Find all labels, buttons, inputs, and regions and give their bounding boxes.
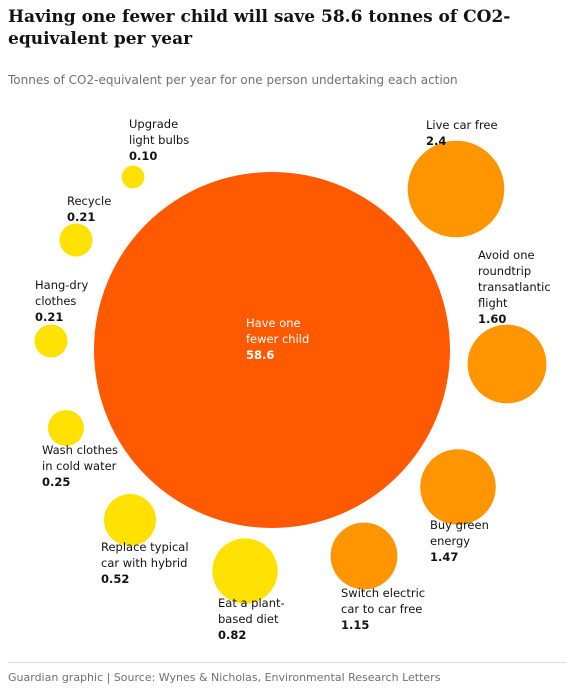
- bubble-switch-electric-car-to-car-free: [330, 522, 398, 590]
- bubble-eat-a-plant-based-diet: [212, 538, 278, 604]
- source-note: Guardian graphic | Source: Wynes & Nicho…: [8, 671, 441, 684]
- chart-title: Having one fewer child will save 58.6 to…: [8, 7, 511, 49]
- bubble-label-switch-electric-car-to-car-free: car to car free: [341, 602, 422, 616]
- bubble-label-have-one-fewer-child: Have one: [246, 316, 301, 330]
- footer-divider: [8, 662, 566, 663]
- bubble-have-one-fewer-child: [94, 172, 450, 528]
- bubble-label-buy-green-energy: Buy green: [430, 518, 489, 532]
- bubble-hang-dry-clothes: [34, 324, 68, 358]
- bubble-value-recycle: 0.21: [67, 210, 95, 224]
- bubble-value-switch-electric-car-to-car-free: 1.15: [341, 618, 369, 632]
- bubble-label-wash-clothes-in-cold-water: in cold water: [42, 459, 117, 473]
- bubble-value-avoid-one-roundtrip-transatlantic-flight: 1.60: [478, 312, 506, 326]
- bubble-value-buy-green-energy: 1.47: [430, 550, 458, 564]
- bubble-label-upgrade-light-bulbs: Upgrade: [129, 117, 178, 131]
- bubble-label-avoid-one-roundtrip-transatlantic-flight: roundtrip: [478, 264, 531, 278]
- bubble-buy-green-energy: [420, 449, 496, 525]
- bubble-upgrade-light-bulbs: [121, 165, 145, 189]
- bubble-value-live-car-free: 2.4: [426, 134, 446, 148]
- bubble-live-car-free: [407, 140, 505, 238]
- bubble-wash-clothes-in-cold-water: [47, 409, 85, 447]
- bubble-label-avoid-one-roundtrip-transatlantic-flight: flight: [478, 296, 508, 310]
- bubble-label-upgrade-light-bulbs: light bulbs: [129, 133, 189, 147]
- bubble-replace-typical-car-with-hybrid: [104, 494, 156, 546]
- bubble-value-upgrade-light-bulbs: 0.10: [129, 149, 157, 163]
- bubble-label-avoid-one-roundtrip-transatlantic-flight: Avoid one: [478, 248, 535, 262]
- bubble-label-hang-dry-clothes: Hang-dry: [35, 278, 88, 292]
- bubble-label-wash-clothes-in-cold-water: Wash clothes: [42, 443, 118, 457]
- bubble-value-have-one-fewer-child: 58.6: [246, 348, 274, 362]
- bubble-label-live-car-free: Live car free: [426, 118, 498, 132]
- bubble-value-eat-a-plant-based-diet: 0.82: [218, 628, 246, 642]
- bubble-label-avoid-one-roundtrip-transatlantic-flight: transatlantic: [478, 280, 551, 294]
- bubble-value-wash-clothes-in-cold-water: 0.25: [42, 475, 70, 489]
- bubble-label-buy-green-energy: energy: [430, 534, 470, 548]
- bubble-value-replace-typical-car-with-hybrid: 0.52: [101, 572, 129, 586]
- bubble-label-hang-dry-clothes: clothes: [35, 294, 76, 308]
- bubble-label-replace-typical-car-with-hybrid: Replace typical: [101, 540, 189, 554]
- bubble-label-have-one-fewer-child: fewer child: [246, 332, 309, 346]
- chart-subtitle: Tonnes of CO2-equivalent per year for on…: [8, 73, 458, 87]
- bubble-avoid-one-roundtrip-transatlantic-flight: [467, 324, 547, 404]
- bubble-label-switch-electric-car-to-car-free: Switch electric: [341, 586, 425, 600]
- bubble-value-hang-dry-clothes: 0.21: [35, 310, 63, 324]
- bubble-label-eat-a-plant-based-diet: based diet: [218, 612, 279, 626]
- bubble-label-eat-a-plant-based-diet: Eat a plant-: [218, 596, 285, 610]
- bubble-label-recycle: Recycle: [67, 194, 111, 208]
- bubble-recycle: [59, 223, 93, 257]
- bubble-chart: Have one fewer child 58.6 Live car free 2.4 A…: [34, 117, 551, 642]
- bubble-label-replace-typical-car-with-hybrid: car with hybrid: [101, 556, 187, 570]
